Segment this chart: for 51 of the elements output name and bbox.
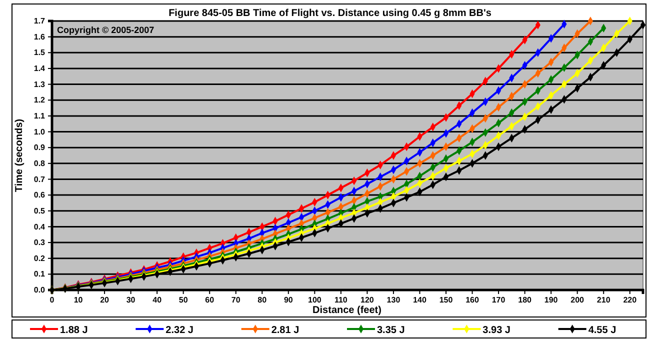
y-tick-label: 0.5 [34, 206, 46, 216]
x-tick-label: 200 [570, 296, 585, 305]
x-tick-label: 50 [178, 296, 188, 305]
legend-label: 3.93 J [482, 325, 510, 336]
x-tick-label: 180 [518, 296, 532, 305]
legend-label: 3.35 J [377, 325, 405, 336]
x-tick-label: 210 [596, 296, 611, 305]
x-tick-label: 140 [413, 296, 427, 305]
y-tick-label: 0.2 [34, 254, 46, 263]
legend-label: 2.81 J [271, 325, 300, 336]
x-tick-label: 130 [386, 296, 401, 305]
chart-title: Figure 845-05 BB Time of Flight vs. Distance using 0.45 g 8mm BB's [168, 8, 492, 19]
y-tick-label: 1.7 [34, 16, 46, 26]
x-tick-label: 160 [466, 296, 480, 305]
y-tick-label: 0.6 [34, 190, 46, 200]
annotation: Copyright © 2005-2007 [57, 25, 154, 35]
x-tick-label: 120 [360, 296, 374, 305]
y-tick-label: 0.8 [34, 158, 46, 168]
x-tick-label: 40 [152, 296, 162, 305]
x-tick-label: 110 [334, 296, 348, 305]
y-tick-label: 1.3 [34, 80, 46, 89]
x-tick-label: 150 [439, 296, 454, 305]
x-tick-label: 10 [74, 296, 84, 305]
y-tick-label: 1.6 [34, 32, 46, 42]
y-tick-label: 0.0 [34, 286, 46, 295]
y-tick-label: 1.2 [34, 96, 46, 105]
y-tick-label: 0.7 [34, 174, 46, 184]
legend-label: 4.55 J [588, 325, 616, 336]
x-axis-title: Distance (feet) [312, 305, 382, 316]
x-tick-label: 60 [205, 296, 215, 305]
x-tick-label: 90 [284, 296, 294, 305]
y-tick-label: 0.4 [34, 222, 46, 232]
y-tick-label: 1.4 [34, 64, 46, 74]
y-tick-label: 0.3 [34, 238, 46, 248]
x-tick-label: 100 [308, 296, 322, 305]
x-tick-label: 70 [231, 296, 241, 305]
y-tick-label: 1.5 [34, 48, 46, 58]
legend-label: 2.32 J [166, 325, 194, 336]
x-tick-label: 30 [126, 296, 136, 305]
x-tick-label: 0 [50, 296, 55, 305]
y-tick-label: 0.1 [34, 270, 46, 279]
x-tick-label: 190 [544, 296, 558, 305]
legend-label: 1.88 J [60, 325, 88, 336]
x-tick-label: 80 [258, 296, 268, 305]
x-tick-label: 20 [100, 296, 110, 305]
y-tick-label: 1.0 [34, 127, 46, 136]
x-tick-label: 170 [492, 296, 506, 305]
x-tick-label: 220 [623, 296, 638, 305]
y-axis-title: Time (seconds) [14, 118, 25, 192]
y-tick-label: 0.9 [34, 143, 46, 152]
y-tick-label: 1.1 [34, 112, 46, 120]
